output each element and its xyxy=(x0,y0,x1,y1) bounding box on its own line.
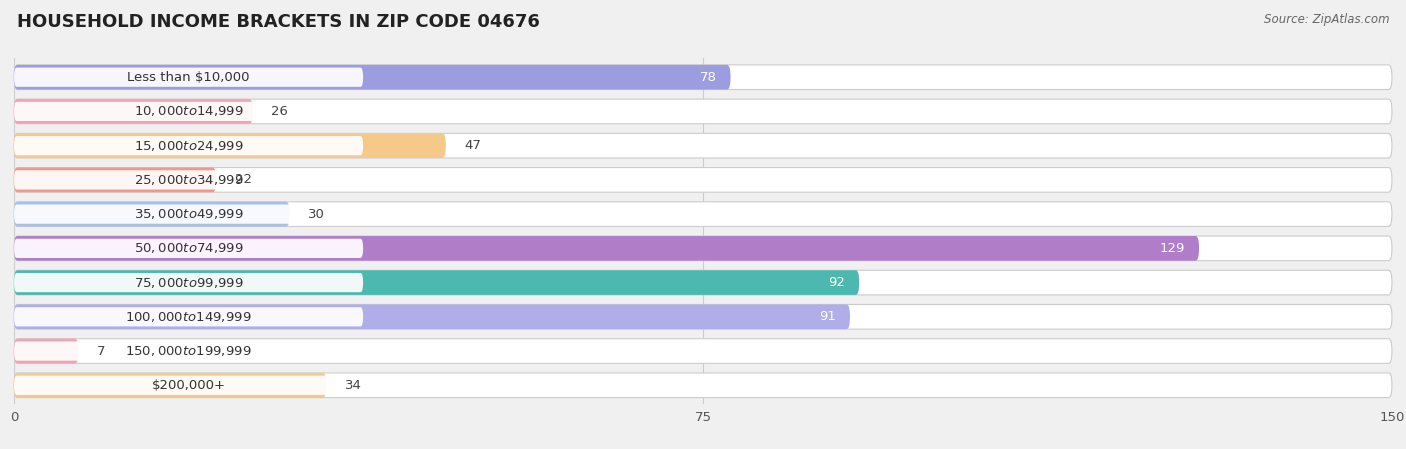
FancyBboxPatch shape xyxy=(14,170,363,189)
FancyBboxPatch shape xyxy=(14,99,253,124)
FancyBboxPatch shape xyxy=(14,273,363,292)
FancyBboxPatch shape xyxy=(14,373,326,398)
FancyBboxPatch shape xyxy=(14,307,363,326)
Text: 22: 22 xyxy=(235,173,252,186)
FancyBboxPatch shape xyxy=(14,133,446,158)
Text: $150,000 to $199,999: $150,000 to $199,999 xyxy=(125,344,252,358)
Text: Less than $10,000: Less than $10,000 xyxy=(128,70,250,84)
FancyBboxPatch shape xyxy=(14,102,363,121)
Text: 78: 78 xyxy=(700,70,717,84)
FancyBboxPatch shape xyxy=(14,204,363,224)
FancyBboxPatch shape xyxy=(14,270,1392,295)
Text: $100,000 to $149,999: $100,000 to $149,999 xyxy=(125,310,252,324)
Text: $10,000 to $14,999: $10,000 to $14,999 xyxy=(134,105,243,119)
FancyBboxPatch shape xyxy=(14,133,1392,158)
Text: HOUSEHOLD INCOME BRACKETS IN ZIP CODE 04676: HOUSEHOLD INCOME BRACKETS IN ZIP CODE 04… xyxy=(17,13,540,31)
FancyBboxPatch shape xyxy=(14,65,731,89)
FancyBboxPatch shape xyxy=(14,65,1392,89)
FancyBboxPatch shape xyxy=(14,376,363,395)
Text: $75,000 to $99,999: $75,000 to $99,999 xyxy=(134,276,243,290)
Text: 47: 47 xyxy=(464,139,481,152)
Text: $200,000+: $200,000+ xyxy=(152,379,225,392)
FancyBboxPatch shape xyxy=(14,304,1392,329)
Text: 34: 34 xyxy=(344,379,361,392)
Text: $15,000 to $24,999: $15,000 to $24,999 xyxy=(134,139,243,153)
Text: 7: 7 xyxy=(97,344,105,357)
FancyBboxPatch shape xyxy=(14,341,363,361)
Text: 129: 129 xyxy=(1160,242,1185,255)
FancyBboxPatch shape xyxy=(14,236,1392,261)
FancyBboxPatch shape xyxy=(14,167,217,192)
FancyBboxPatch shape xyxy=(14,236,1199,261)
FancyBboxPatch shape xyxy=(14,270,859,295)
Text: 91: 91 xyxy=(820,310,837,323)
FancyBboxPatch shape xyxy=(14,99,1392,124)
FancyBboxPatch shape xyxy=(14,339,1392,363)
Text: $50,000 to $74,999: $50,000 to $74,999 xyxy=(134,242,243,255)
FancyBboxPatch shape xyxy=(14,202,1392,226)
FancyBboxPatch shape xyxy=(14,304,851,329)
FancyBboxPatch shape xyxy=(14,167,1392,192)
FancyBboxPatch shape xyxy=(14,239,363,258)
FancyBboxPatch shape xyxy=(14,373,1392,398)
Text: $25,000 to $34,999: $25,000 to $34,999 xyxy=(134,173,243,187)
Text: Source: ZipAtlas.com: Source: ZipAtlas.com xyxy=(1264,13,1389,26)
FancyBboxPatch shape xyxy=(14,202,290,226)
FancyBboxPatch shape xyxy=(14,68,363,87)
FancyBboxPatch shape xyxy=(14,339,79,363)
Text: 92: 92 xyxy=(828,276,845,289)
FancyBboxPatch shape xyxy=(14,136,363,155)
Text: 30: 30 xyxy=(308,207,325,220)
Text: $35,000 to $49,999: $35,000 to $49,999 xyxy=(134,207,243,221)
Text: 26: 26 xyxy=(271,105,288,118)
